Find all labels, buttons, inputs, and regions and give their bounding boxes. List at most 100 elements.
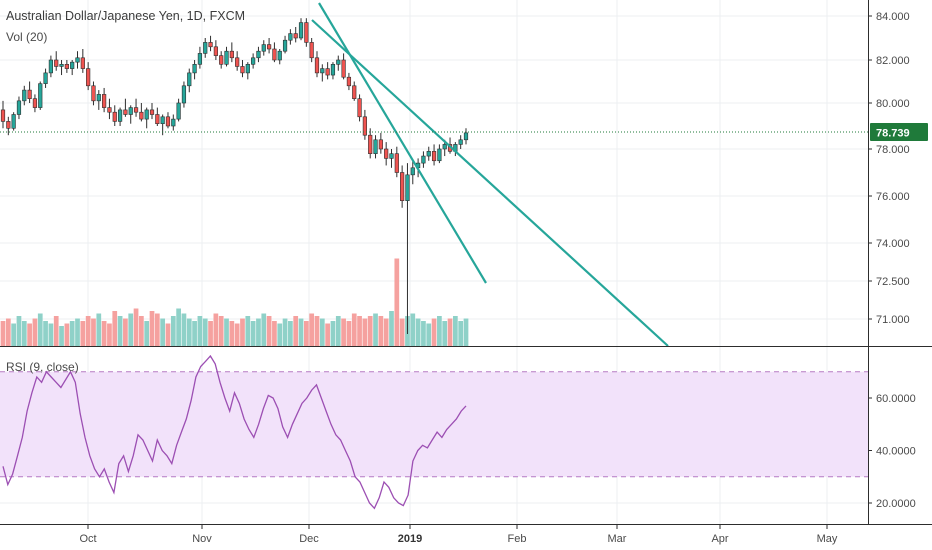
volume-bar bbox=[202, 318, 208, 346]
chart-title: Australian Dollar/Japanese Yen, 1D, FXCM bbox=[6, 9, 245, 23]
volume-bar bbox=[11, 323, 17, 346]
candle-body bbox=[421, 155, 426, 164]
trendline-steep bbox=[318, 2, 487, 284]
volume-bar bbox=[362, 318, 368, 346]
candle-body bbox=[112, 111, 117, 122]
candle-body bbox=[70, 61, 75, 69]
candle-body bbox=[43, 72, 48, 84]
volume-bar bbox=[218, 316, 224, 346]
volume-bar bbox=[229, 321, 235, 346]
candle-body bbox=[229, 50, 234, 59]
candle-body bbox=[389, 153, 394, 159]
candle-body bbox=[256, 50, 261, 59]
price-tick-label: 74.000 bbox=[876, 238, 910, 250]
candle-body bbox=[107, 107, 112, 113]
volume-bar bbox=[149, 311, 155, 346]
candle-body bbox=[320, 68, 325, 74]
candle-body bbox=[6, 121, 11, 129]
time-tick-label: Mar bbox=[608, 533, 627, 545]
candle-body bbox=[0, 109, 6, 122]
candle-body bbox=[362, 116, 367, 136]
volume-bar bbox=[378, 316, 384, 346]
trendlines bbox=[311, 2, 669, 347]
volume-bar bbox=[314, 316, 320, 346]
candle-body bbox=[32, 98, 38, 108]
candle-body bbox=[309, 42, 314, 59]
candle-body bbox=[16, 100, 22, 115]
candle-body bbox=[176, 102, 181, 120]
candle-body bbox=[437, 148, 442, 162]
candle-body bbox=[213, 46, 218, 56]
candle-body bbox=[282, 39, 288, 52]
price-tick-label: 78.000 bbox=[876, 144, 910, 156]
candle-body bbox=[261, 44, 266, 52]
candle-body bbox=[181, 85, 187, 104]
candle-body bbox=[203, 42, 208, 54]
volume-bar bbox=[351, 313, 357, 346]
volume-bar bbox=[309, 313, 315, 346]
candle-body bbox=[357, 98, 362, 118]
candle-body bbox=[426, 151, 431, 157]
volume-bar bbox=[330, 321, 336, 346]
volume-bar bbox=[250, 321, 256, 346]
volume-bar bbox=[154, 313, 160, 346]
candle-body bbox=[368, 134, 373, 154]
rsi-band bbox=[0, 371, 868, 477]
candle-body bbox=[197, 53, 203, 65]
volume-bar bbox=[463, 318, 469, 346]
volume-bar bbox=[447, 318, 453, 346]
volume-bar bbox=[213, 313, 219, 346]
candle-body bbox=[251, 57, 256, 65]
candle-body bbox=[314, 57, 320, 74]
candle-body bbox=[346, 76, 352, 87]
volume-bar bbox=[234, 323, 240, 346]
candle-body bbox=[410, 167, 415, 176]
candle-body bbox=[208, 42, 213, 48]
volume-bar bbox=[5, 318, 11, 346]
volume-bar bbox=[394, 258, 400, 346]
candle-body bbox=[384, 148, 389, 159]
volume-bar bbox=[91, 318, 96, 346]
candle-body bbox=[91, 85, 96, 102]
price-tick-label: 82.000 bbox=[876, 55, 910, 67]
trendline-shallow bbox=[311, 19, 669, 347]
volume-bar bbox=[319, 318, 325, 346]
volume-bar bbox=[186, 318, 192, 346]
rsi-tick-label: 20.0000 bbox=[876, 498, 916, 510]
price-tick-label: 84.000 bbox=[876, 11, 910, 23]
candle-body bbox=[144, 109, 149, 120]
candle-body bbox=[400, 172, 405, 202]
candle-body bbox=[341, 59, 346, 78]
volume-bar bbox=[341, 318, 346, 346]
volume-bar bbox=[335, 316, 341, 346]
volume-bar bbox=[69, 321, 75, 346]
rsi-line bbox=[2, 354, 467, 510]
time-tick-label: Apr bbox=[711, 533, 728, 545]
candles bbox=[0, 18, 469, 334]
volume-bar bbox=[107, 323, 112, 346]
volume-bar bbox=[389, 311, 394, 346]
volume-bar bbox=[32, 318, 38, 346]
volume-bar bbox=[139, 316, 144, 346]
candle-body bbox=[458, 139, 463, 145]
volume-bar bbox=[282, 318, 288, 346]
candle-body bbox=[11, 114, 16, 129]
candle-body bbox=[64, 64, 69, 69]
volume-bar bbox=[48, 323, 54, 346]
volume-bar bbox=[426, 323, 432, 346]
rsi-tick-label: 60.0000 bbox=[876, 393, 916, 405]
candle-body bbox=[192, 64, 197, 74]
candle-body bbox=[54, 59, 59, 67]
candle-body bbox=[373, 139, 378, 155]
volume-bar bbox=[288, 321, 293, 346]
candle-body bbox=[442, 144, 447, 150]
candle-body bbox=[102, 94, 107, 108]
volume-bar bbox=[357, 316, 362, 346]
volume-bar bbox=[415, 318, 421, 346]
volume-bar bbox=[325, 323, 330, 346]
price-tick-label: 72.500 bbox=[876, 276, 910, 288]
candle-body bbox=[96, 94, 101, 102]
volume-bar bbox=[373, 313, 378, 346]
candle-body bbox=[80, 57, 85, 69]
